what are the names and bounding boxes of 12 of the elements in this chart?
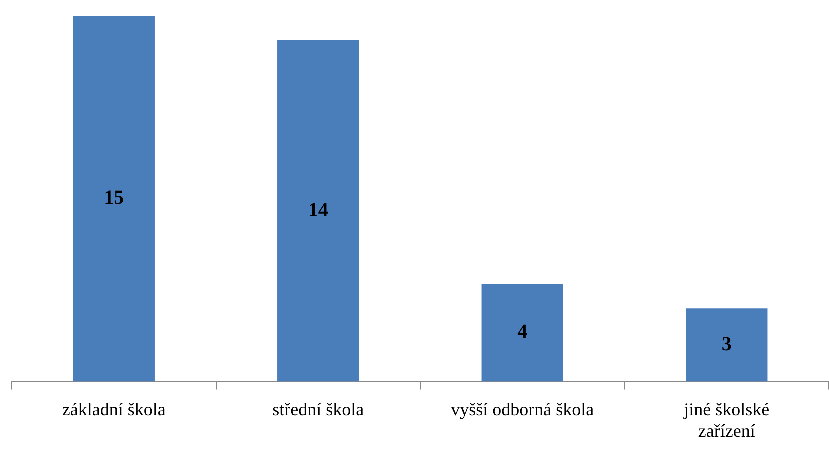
- data-label: 3: [722, 333, 732, 356]
- bar: [73, 16, 155, 382]
- x-tick-label: jiné školské zařízení: [683, 399, 770, 441]
- x-tick-label: vyšší odborná škola: [451, 399, 594, 420]
- data-label: 14: [308, 199, 328, 222]
- bar: [686, 308, 768, 382]
- x-tick-label: základní škola: [62, 399, 166, 420]
- bar: [482, 284, 564, 382]
- bar: [278, 40, 360, 382]
- data-label: 4: [518, 321, 528, 344]
- x-tick-label: střední škola: [272, 399, 364, 420]
- data-label: 15: [104, 187, 124, 210]
